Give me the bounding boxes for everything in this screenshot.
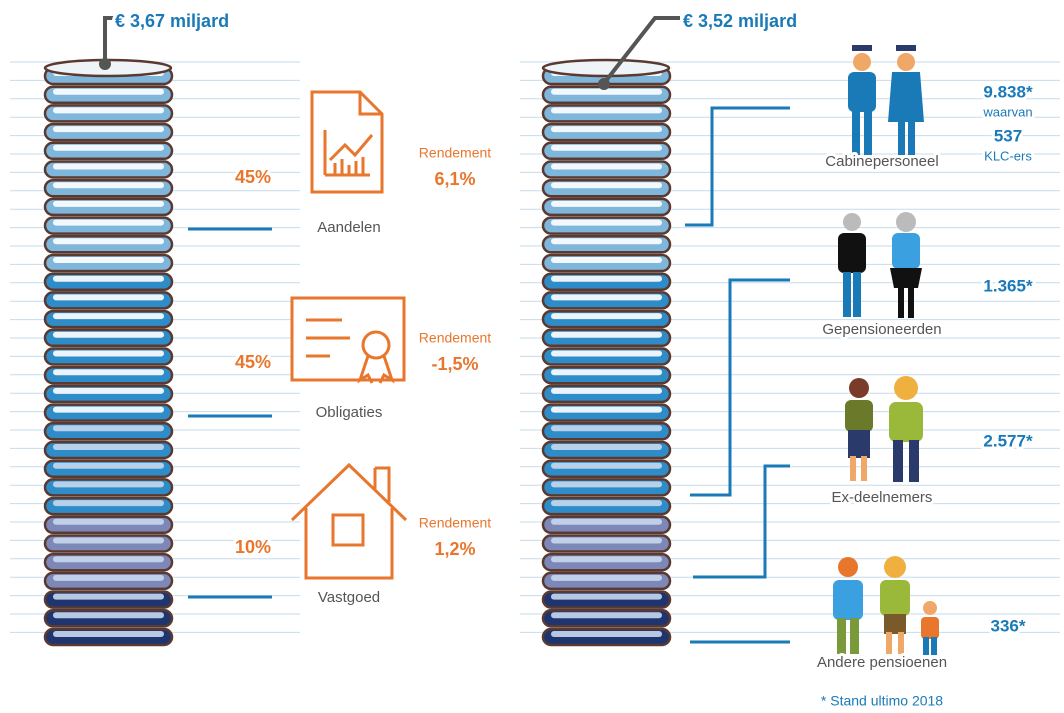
coin-top	[551, 594, 662, 600]
coin-top	[551, 500, 662, 506]
coin-top	[551, 351, 662, 357]
coin-top	[551, 425, 662, 431]
coin-top	[53, 519, 164, 525]
coin-top	[53, 164, 164, 170]
coin-top	[551, 145, 662, 151]
coin-top	[53, 612, 164, 618]
coin-top	[53, 481, 164, 487]
asset-name: Vastgoed	[318, 589, 380, 606]
coin-top	[551, 164, 662, 170]
asset-name: Aandelen	[317, 219, 380, 236]
coin-top	[551, 444, 662, 450]
coin-top	[53, 182, 164, 188]
coin-top	[53, 276, 164, 282]
coin-top	[53, 220, 164, 226]
coin-top	[53, 257, 164, 263]
group-sub-label: KLC-ers	[984, 148, 1032, 163]
group-note: waarvan	[982, 104, 1032, 119]
coin-top	[551, 388, 662, 394]
coin-top	[53, 500, 164, 506]
coin-top	[53, 238, 164, 244]
group-name: Gepensioneerden	[822, 321, 941, 338]
group-count: 1.365*	[983, 276, 1033, 295]
asset-name: Obligaties	[316, 404, 383, 421]
coin-top	[551, 220, 662, 226]
group-name: Andere pensioenen	[817, 654, 947, 671]
coin-top	[551, 257, 662, 263]
return-label: Rendement	[419, 515, 491, 531]
asset-share: 10%	[235, 537, 271, 557]
coin-top	[53, 444, 164, 450]
coin-top	[53, 351, 164, 357]
coin-top	[543, 60, 669, 76]
coin-top	[53, 463, 164, 469]
coin-top	[551, 276, 662, 282]
return-label: Rendement	[419, 145, 491, 161]
coin-top	[53, 126, 164, 132]
coin-top	[53, 107, 164, 113]
group-count: 336*	[991, 616, 1026, 635]
return-value: 1,2%	[434, 539, 475, 559]
coin-top	[53, 294, 164, 300]
coin-top	[53, 313, 164, 319]
asset-icons	[292, 92, 406, 578]
coin-top	[53, 407, 164, 413]
coin-top	[551, 89, 662, 95]
coin-top	[53, 388, 164, 394]
coin-top	[551, 313, 662, 319]
coin-top	[551, 238, 662, 244]
coin-top	[551, 463, 662, 469]
coin-top	[53, 332, 164, 338]
coin-top	[53, 538, 164, 544]
coin-top	[551, 107, 662, 113]
coin-top	[551, 612, 662, 618]
footnote: * Stand ultimo 2018	[821, 693, 943, 709]
group-name: Cabinepersoneel	[825, 153, 938, 170]
coin-top	[53, 201, 164, 207]
coin-top	[53, 575, 164, 581]
coin-top	[53, 369, 164, 375]
coin-top	[551, 575, 662, 581]
coin-top	[551, 481, 662, 487]
coin-top	[551, 407, 662, 413]
group-count: 2.577*	[983, 431, 1033, 450]
return-value: 6,1%	[434, 169, 475, 189]
coin-top	[53, 145, 164, 151]
coin-top	[53, 89, 164, 95]
coin-top	[551, 631, 662, 637]
coin-top	[551, 182, 662, 188]
coin-top	[53, 425, 164, 431]
coin-top	[551, 556, 662, 562]
infographic: € 3,67 miljard € 3,52 miljard * Stand ul…	[0, 0, 1064, 713]
group-name: Ex-deelnemers	[832, 489, 933, 506]
group-sub-count: 537	[994, 126, 1022, 145]
coin-top	[551, 332, 662, 338]
asset-share: 45%	[235, 352, 271, 372]
right-total: € 3,52 miljard	[683, 11, 797, 31]
return-label: Rendement	[419, 330, 491, 346]
left-total: € 3,67 miljard	[115, 11, 229, 31]
return-value: -1,5%	[431, 354, 478, 374]
group-count: 9.838*	[983, 82, 1033, 101]
coin-top	[551, 126, 662, 132]
coin-top	[551, 519, 662, 525]
coin-top	[551, 201, 662, 207]
asset-share: 45%	[235, 167, 271, 187]
coin-top	[551, 369, 662, 375]
coin-top	[551, 294, 662, 300]
coin-top	[551, 538, 662, 544]
coin-top	[53, 556, 164, 562]
coin-top	[53, 631, 164, 637]
coin-top	[53, 594, 164, 600]
people-icons	[833, 45, 939, 655]
